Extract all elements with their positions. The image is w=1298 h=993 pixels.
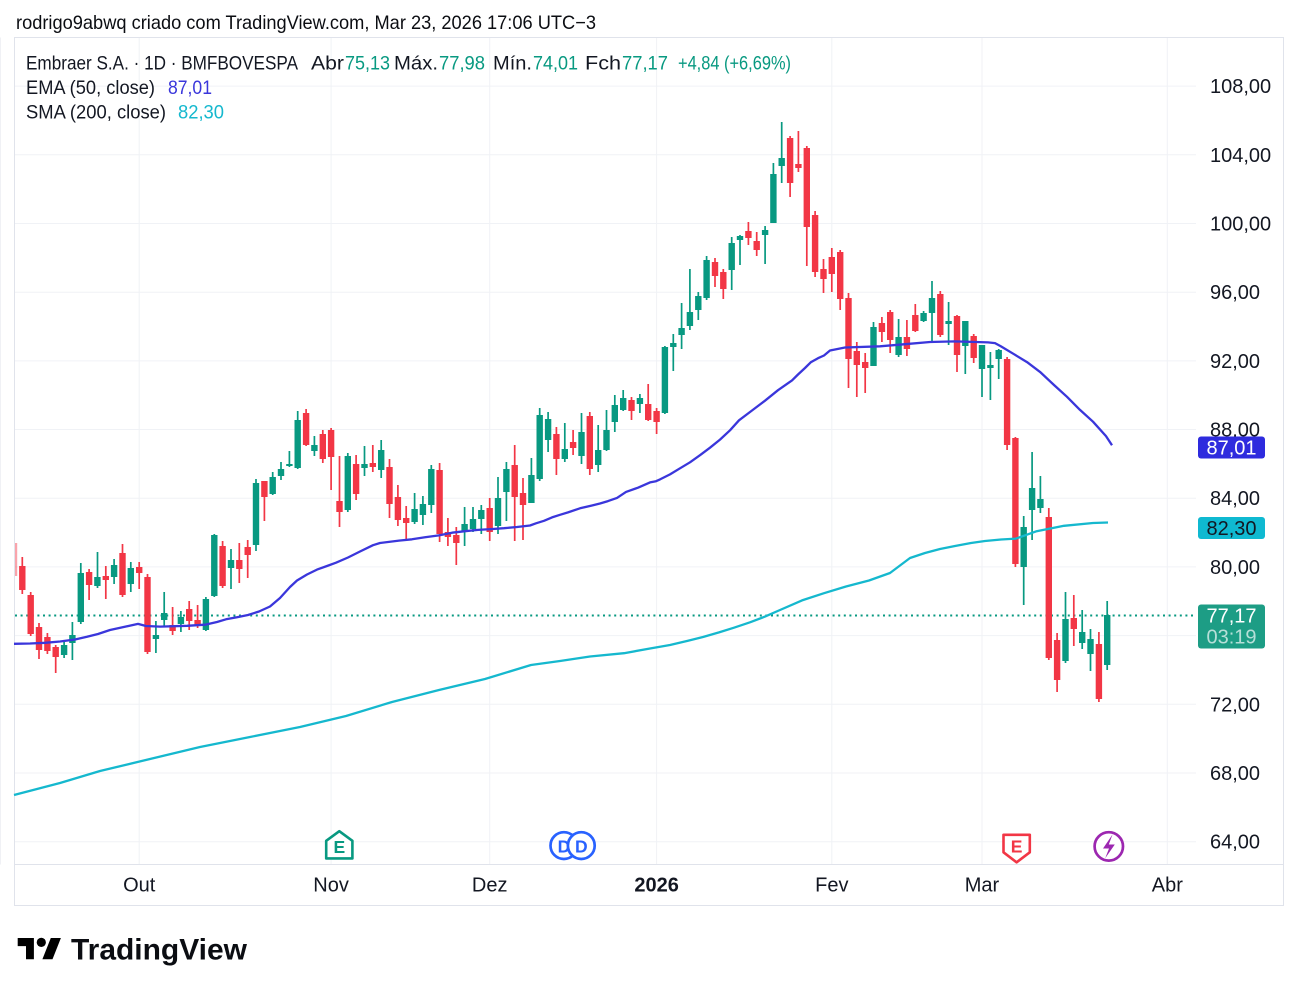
svg-text:77,98: 77,98 xyxy=(439,53,485,75)
svg-text:Mín.: Mín. xyxy=(493,53,532,75)
svg-text:84,00: 84,00 xyxy=(1210,488,1260,510)
svg-text:Abr: Abr xyxy=(311,53,345,75)
svg-text:77,17: 77,17 xyxy=(1206,606,1256,628)
svg-text:TradingView: TradingView xyxy=(71,934,248,967)
svg-text:D: D xyxy=(575,837,588,857)
svg-text:77,17: 77,17 xyxy=(622,53,668,75)
svg-text:68,00: 68,00 xyxy=(1210,763,1260,785)
svg-text:87,01: 87,01 xyxy=(168,77,212,99)
svg-text:03:19: 03:19 xyxy=(1206,627,1256,649)
svg-text:104,00: 104,00 xyxy=(1210,145,1271,167)
svg-text:D: D xyxy=(558,837,571,857)
svg-text:2026: 2026 xyxy=(634,875,679,897)
svg-text:82,30: 82,30 xyxy=(178,102,224,124)
svg-text:Mar: Mar xyxy=(965,875,1000,897)
svg-text:100,00: 100,00 xyxy=(1210,214,1271,236)
svg-text:88,00: 88,00 xyxy=(1210,420,1260,442)
svg-text:82,30: 82,30 xyxy=(1206,518,1256,540)
svg-text:96,00: 96,00 xyxy=(1210,282,1260,304)
svg-text:Nov: Nov xyxy=(313,875,349,897)
svg-text:Embraer S.A. · 1D · BMFBOVESPA: Embraer S.A. · 1D · BMFBOVESPA xyxy=(26,53,298,75)
svg-text:87,01: 87,01 xyxy=(1206,438,1256,460)
svg-text:92,00: 92,00 xyxy=(1210,351,1260,373)
svg-text:108,00: 108,00 xyxy=(1210,76,1271,98)
svg-text:64,00: 64,00 xyxy=(1210,832,1260,854)
svg-text:Máx.: Máx. xyxy=(394,53,438,75)
svg-text:Fch: Fch xyxy=(585,53,621,75)
svg-text:EMA (50, close): EMA (50, close) xyxy=(26,77,155,99)
svg-text:80,00: 80,00 xyxy=(1210,557,1260,579)
svg-text:Dez: Dez xyxy=(472,875,508,897)
svg-text:Abr: Abr xyxy=(1152,875,1183,897)
svg-text:75,13: 75,13 xyxy=(345,53,390,75)
svg-text:Fev: Fev xyxy=(815,875,848,897)
svg-text:E: E xyxy=(333,837,345,857)
svg-text:Out: Out xyxy=(123,875,156,897)
svg-text:72,00: 72,00 xyxy=(1210,694,1260,716)
svg-text:rodrigo9abwq criado com Tradin: rodrigo9abwq criado com TradingView.com,… xyxy=(16,12,596,34)
svg-text:74,01: 74,01 xyxy=(533,53,578,75)
svg-text:+4,84 (+6,69%): +4,84 (+6,69%) xyxy=(678,53,791,75)
svg-text:SMA (200, close): SMA (200, close) xyxy=(26,102,166,124)
svg-text:E: E xyxy=(1011,837,1023,857)
